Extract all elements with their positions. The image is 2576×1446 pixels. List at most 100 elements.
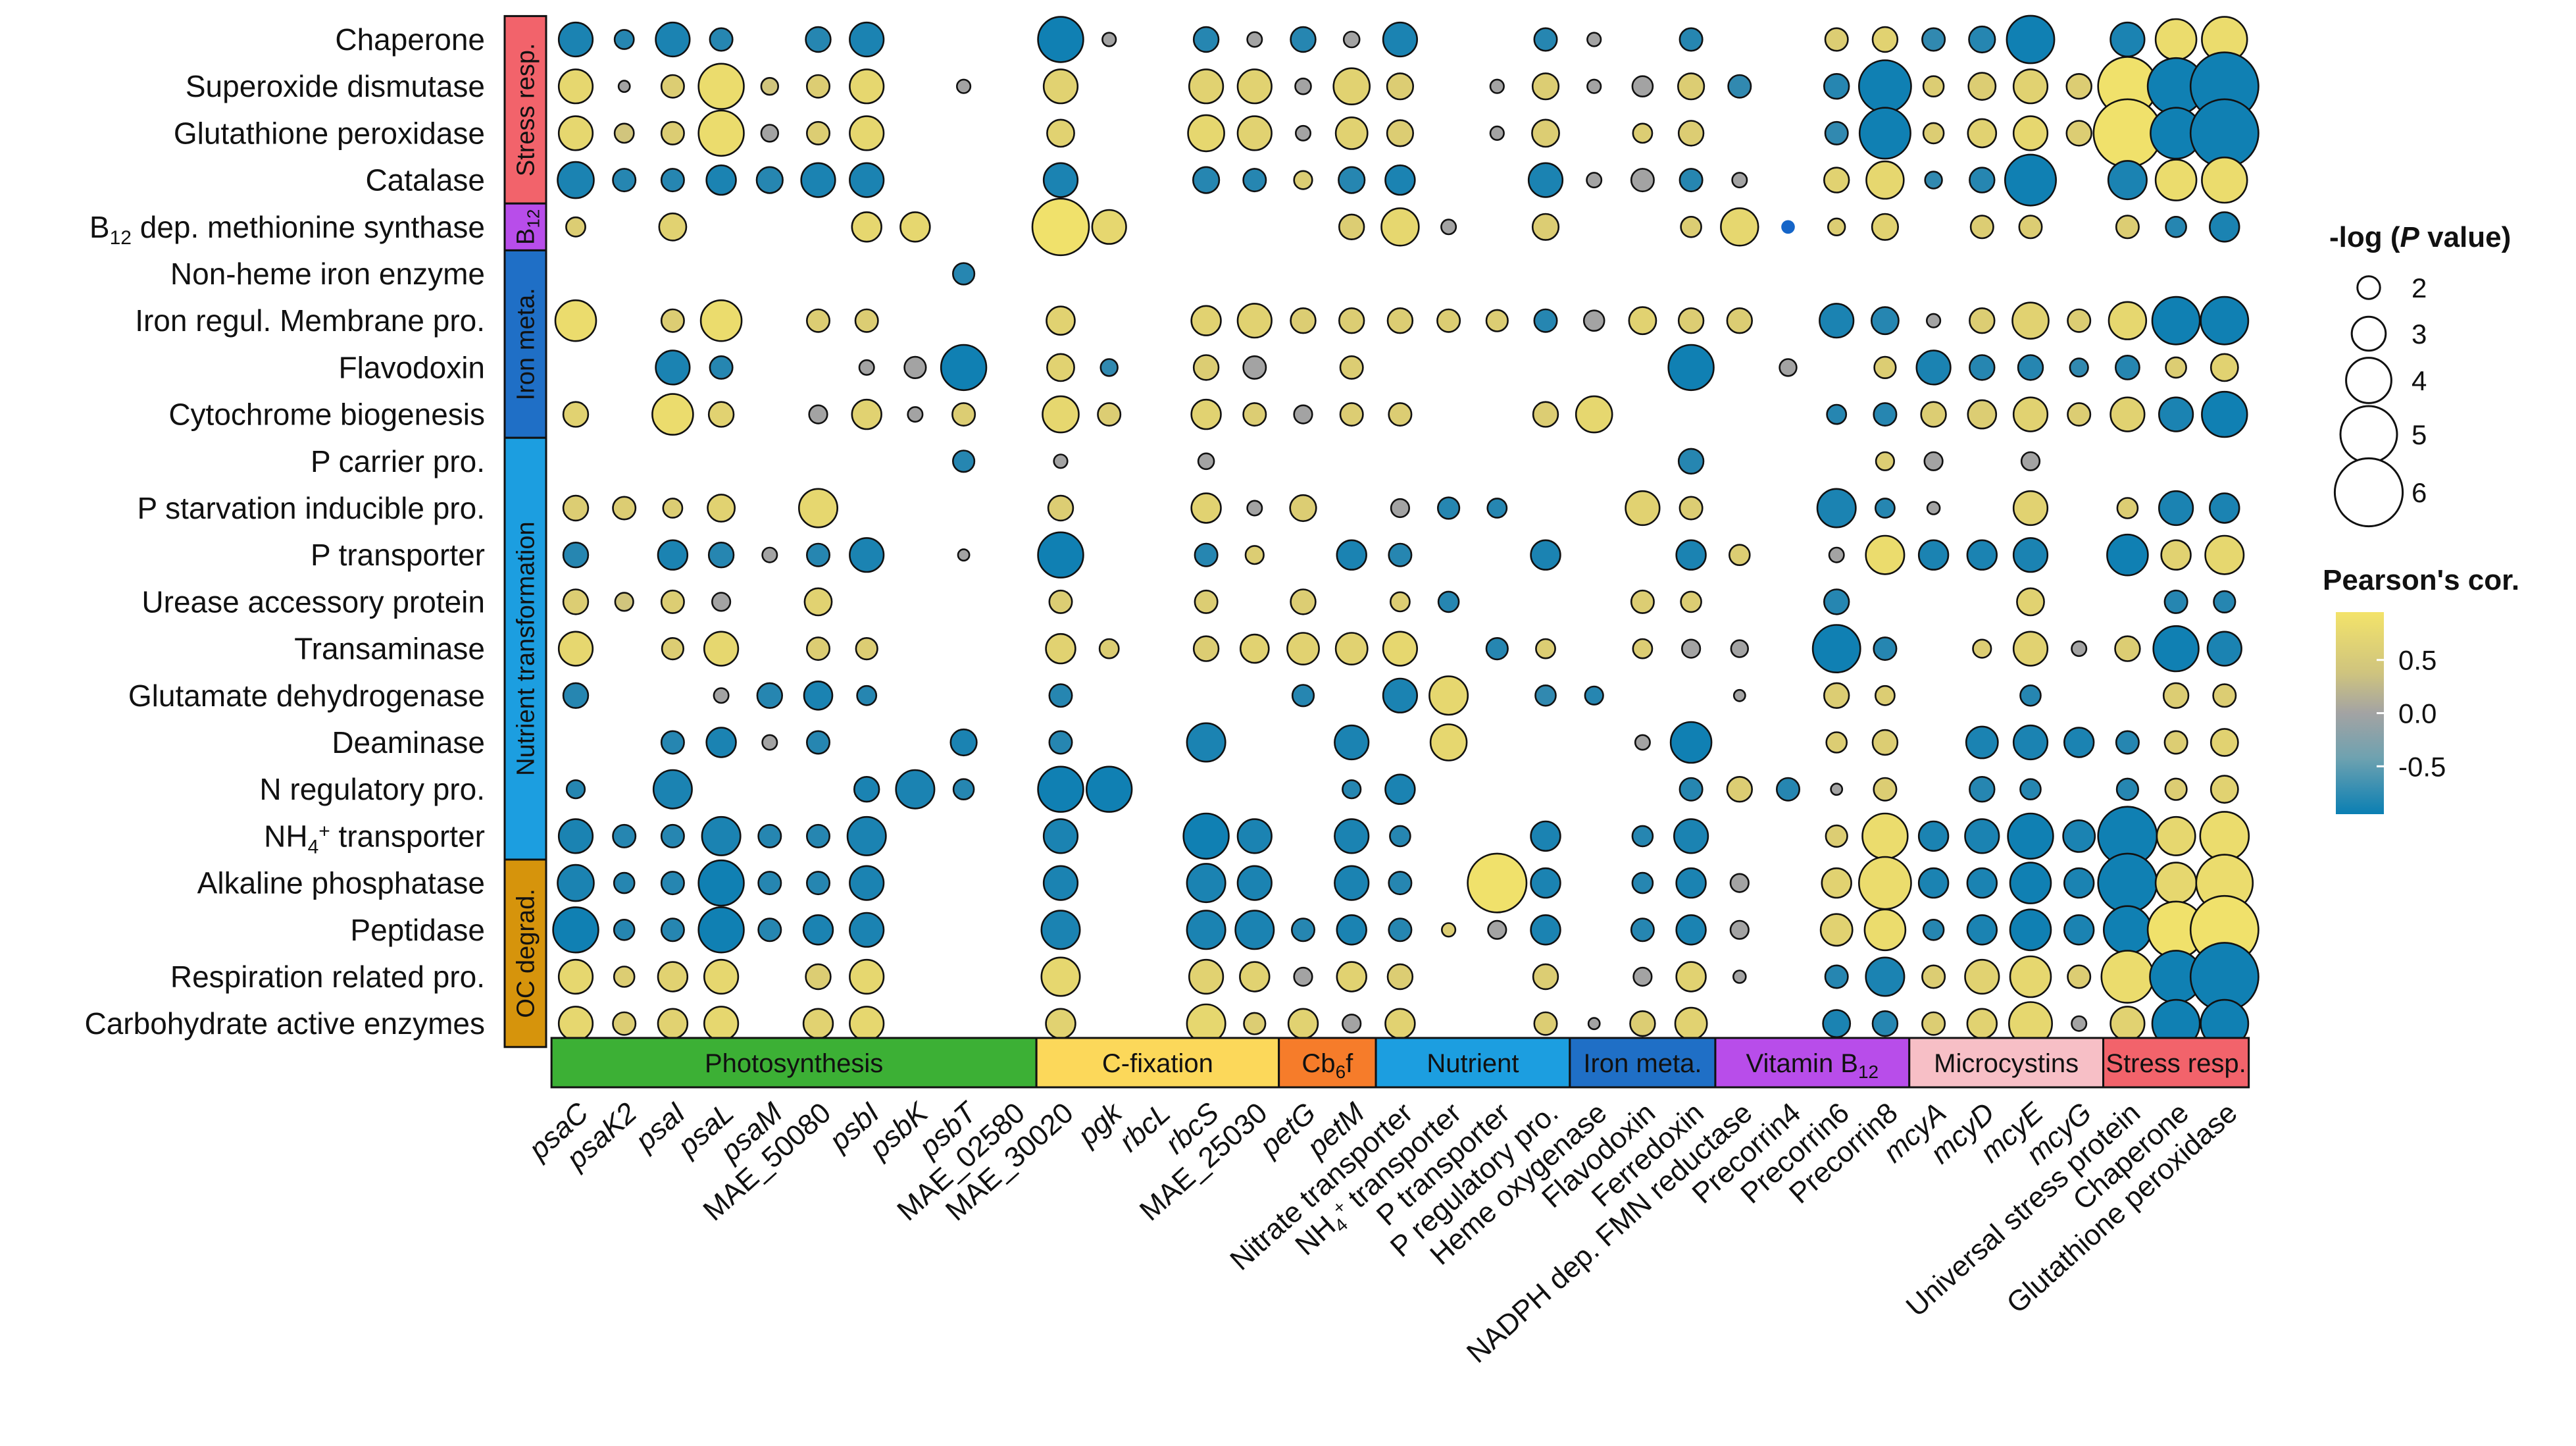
bubble (1242, 168, 1267, 193)
bubble (703, 631, 740, 667)
bubble (806, 542, 831, 567)
bubble-cells (552, 14, 2260, 1048)
bubble (1440, 219, 1457, 236)
bubble (951, 402, 976, 427)
bubble (1485, 636, 1509, 661)
bubble (1467, 852, 1528, 914)
bubble (2062, 819, 2096, 853)
bubble (1631, 75, 1654, 97)
size-legend-title: -log (P value) (2329, 221, 2511, 253)
bubble (1972, 638, 1992, 659)
bubble (613, 966, 636, 988)
bubble (1926, 501, 1941, 515)
bubble (1239, 961, 1271, 993)
bubble (1188, 68, 1225, 105)
bubble (2162, 682, 2190, 710)
bubble (1048, 730, 1073, 755)
bubble (1968, 25, 1996, 54)
bubble (1776, 777, 1801, 802)
bubble (1871, 729, 1899, 756)
bubble (1436, 308, 1461, 333)
bubble (854, 308, 879, 333)
bubble (707, 541, 735, 569)
bubble (1926, 313, 1942, 328)
column-group-label: Microcystins (1934, 1049, 2079, 1078)
bubble (1380, 207, 1420, 247)
bubble (2151, 296, 2201, 346)
bubble (1964, 958, 2000, 995)
bubble (1334, 724, 1370, 761)
bubble (1236, 115, 1273, 151)
row-label: Non-heme iron enzyme (170, 257, 485, 291)
bubble (1828, 546, 1845, 563)
bubble (1294, 77, 1312, 95)
bubble (1293, 404, 1313, 425)
bubble (1031, 197, 1090, 257)
bubble (557, 1006, 594, 1042)
bubble (705, 164, 737, 196)
column-group-label: Stress resp. (2106, 1049, 2246, 1078)
bubble (2012, 537, 2049, 573)
bubble (709, 27, 734, 52)
bubble (755, 166, 784, 194)
bubble (1437, 496, 1461, 520)
bubble (1486, 498, 1508, 519)
bubble (1732, 969, 1747, 984)
bubble (1923, 451, 1944, 471)
bubble (1186, 863, 1226, 904)
bubble (1871, 1010, 1899, 1037)
bubble (849, 162, 885, 198)
bubble (1922, 919, 1945, 941)
bubble (613, 871, 636, 894)
bubble (1679, 777, 1704, 802)
bubble (1388, 871, 1413, 896)
bubble (1246, 31, 1263, 48)
bubble (709, 355, 734, 380)
size-legend-circle (2356, 275, 2381, 300)
row-label: Peptidase (350, 913, 485, 947)
bubble (660, 871, 685, 896)
bubble (1533, 27, 1558, 52)
bubble (1875, 451, 1895, 471)
bubble (655, 349, 691, 386)
bubble (1727, 74, 1752, 99)
bubble (2012, 724, 2049, 761)
bubble (858, 359, 875, 376)
bubble (1339, 355, 1364, 380)
bubble (1629, 1010, 1656, 1037)
bubble (1871, 26, 1899, 53)
bubble (705, 727, 737, 758)
bubble (1584, 685, 1604, 706)
row-group-label: Stress resp. (513, 43, 540, 176)
bubble (1485, 309, 1509, 332)
bubble (1386, 119, 1414, 147)
bubble (1680, 215, 1702, 238)
bubble (655, 21, 691, 58)
bubble (2115, 215, 2140, 240)
color-legend-gradient (2336, 612, 2384, 814)
bubble (1489, 78, 1505, 94)
bubble (1048, 589, 1073, 614)
bubble (895, 769, 936, 810)
bubble (1236, 303, 1273, 339)
row-label: N regulatory pro. (259, 772, 485, 806)
bubble (652, 769, 693, 810)
bubble (1821, 867, 1852, 899)
bubble (1194, 589, 1219, 614)
bubble (2071, 640, 2088, 658)
bubble (660, 120, 685, 145)
bubble (2154, 18, 2198, 61)
row-label: Alkaline phosphatase (197, 866, 485, 900)
bubble (2199, 811, 2250, 862)
bubble (1047, 494, 1074, 522)
bubble (2097, 852, 2158, 914)
size-legend-circle (2339, 405, 2398, 464)
bubble (1336, 539, 1367, 571)
bubble (2016, 587, 2045, 617)
bubble (1386, 72, 1414, 101)
bubble (1917, 867, 1950, 899)
bubble (1720, 207, 1759, 247)
row-label: Respiration related pro. (170, 960, 485, 994)
bubble (2160, 539, 2192, 571)
bubble (1531, 118, 1560, 148)
